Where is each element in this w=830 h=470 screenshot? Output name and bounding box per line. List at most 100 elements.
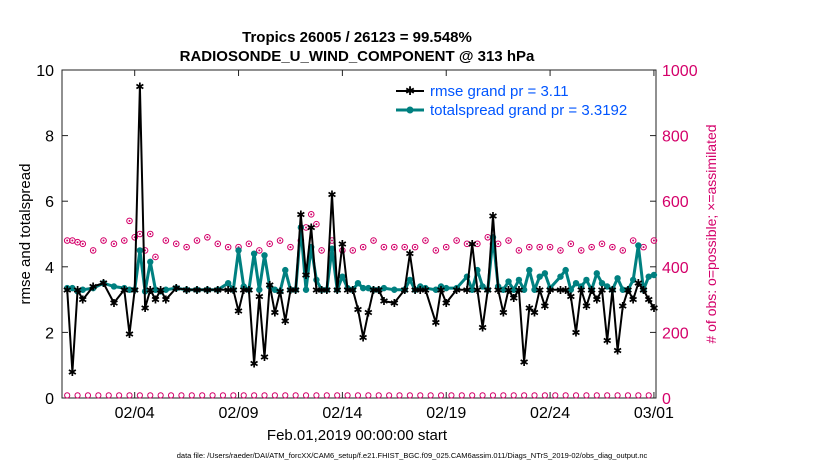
obs-possible-point [619, 247, 627, 254]
footnote: data file: /Users/raeder/DAI/ATM_forcXX/… [177, 451, 648, 460]
totalspread-point [583, 276, 590, 284]
obs-assimilated-point [126, 392, 133, 399]
rmse-point: ✱ [582, 301, 591, 313]
rmse-point: ✱ [603, 336, 612, 348]
obs-possible-point [100, 237, 107, 244]
rmse-point: ✱ [213, 285, 222, 297]
obs-possible-point-center [258, 249, 261, 252]
obs-assimilated-point [614, 392, 621, 399]
rmse-point: ✱ [301, 270, 310, 282]
obs-possible-point-center [393, 246, 396, 249]
obs-assimilated-point [479, 392, 486, 399]
obs-possible-point-center [507, 239, 510, 242]
obs-possible-point [391, 243, 398, 251]
rmse-point: ✱ [473, 285, 482, 297]
obs-possible-point [121, 237, 128, 244]
obs-possible-point-center [149, 233, 152, 235]
obs-assimilated-point [458, 392, 465, 399]
obs-possible-point-center [538, 246, 541, 249]
obs-possible-point [224, 243, 232, 251]
obs-assimilated-point [240, 392, 247, 399]
obs-assimilated-point [552, 392, 559, 399]
totalspread-point [380, 284, 388, 292]
totalspread-point [302, 286, 310, 293]
obs-assimilated-point [95, 392, 102, 399]
obs-possible-point [432, 247, 440, 254]
totalspread-point [406, 276, 414, 284]
totalspread-point [635, 242, 642, 249]
x-tick-label: 02/24 [530, 405, 570, 422]
rmse-point: ✱ [250, 359, 259, 371]
obs-possible-point [463, 240, 471, 248]
obs-assimilated-point [147, 392, 154, 399]
rmse-point: ✱ [307, 222, 316, 234]
rmse-point: ✱ [478, 322, 487, 334]
obs-possible-point-center [590, 246, 593, 249]
rmse-point: ✱ [499, 308, 508, 320]
totalspread-point [250, 250, 258, 257]
rmse-point: ✱ [281, 316, 290, 328]
rmse-point: ✱ [369, 285, 378, 297]
rmse-point: ✱ [63, 285, 72, 297]
rmse-point: ✱ [146, 285, 155, 297]
rmse-point: ✱ [73, 285, 82, 297]
obs-possible-point-center [601, 242, 603, 245]
obs-possible-point [152, 253, 159, 261]
obs-possible-point-center [424, 239, 427, 242]
obs-possible-point [79, 240, 87, 248]
obs-possible-point [588, 243, 595, 251]
x-tick-label: 03/01 [634, 405, 674, 422]
totalspread-point [162, 286, 170, 293]
obs-possible-point [146, 230, 154, 238]
totalspread-point [515, 276, 523, 284]
legend: ✱ rmse grand pr = 3.11 totalspread grand… [390, 78, 652, 122]
rmse-point: ✱ [172, 283, 181, 295]
obs-assimilated-point [188, 392, 195, 399]
obs-assimilated-point [178, 392, 185, 399]
obs-possible-point [266, 240, 273, 248]
totalspread-point [572, 280, 580, 287]
chart-marks: ✱✱✱✱✱ ✱✱✱✱✱✱✱✱✱✱✱✱ ✱ ✱ ✱ ✱ ✱✱✱✱✱✱✱✱✱✱✱✱✱✱✱✱✱✱✱… [63, 81, 659, 399]
obs-possible-point [474, 240, 481, 248]
rmse-point: ✱ [639, 285, 648, 297]
obs-possible-point [609, 243, 616, 251]
legend-rmse-label: rmse grand pr = 3.11 [430, 83, 569, 100]
totalspread-point [271, 286, 279, 293]
totalspread-point [437, 283, 445, 290]
obs-possible-point [380, 243, 388, 251]
chart-title-line1: Tropics 26005 / 26123 = 99.548% [242, 29, 472, 46]
obs-possible-point-center [632, 239, 635, 242]
rmse-point: ✱ [109, 298, 118, 310]
obs-possible-point [536, 243, 543, 251]
totalspread-point [619, 286, 626, 293]
obs-assimilated-point [271, 392, 278, 399]
totalspread-point [500, 286, 507, 293]
totalspread-point [256, 286, 263, 293]
obs-possible-point [422, 237, 429, 244]
obs-assimilated-point [510, 392, 517, 399]
rmse-point: ✱ [613, 345, 622, 357]
obs-possible-point [411, 243, 419, 251]
rmse-point: ✱ [255, 291, 264, 303]
obs-possible-point-center [123, 239, 126, 242]
obs-possible-point-center [466, 242, 468, 245]
totalspread-point [152, 286, 159, 293]
rmse-point: ✱ [400, 285, 409, 297]
obs-assimilated-point [448, 392, 455, 399]
rmse-point: ✱ [390, 298, 399, 310]
obs-possible-point [172, 240, 180, 248]
obs-possible-point-center [611, 246, 614, 249]
obs-assimilated-point [84, 392, 92, 399]
obs-assimilated-point [541, 392, 548, 399]
obs-assimilated-point [323, 392, 330, 399]
totalspread-point [365, 284, 372, 292]
obs-possible-point-center [455, 239, 458, 242]
obs-possible-point-center [559, 249, 562, 252]
rmse-point: ✱ [416, 285, 425, 297]
rmse-point: ✱ [514, 285, 523, 297]
rmse-point: ✱ [509, 293, 518, 305]
obs-possible-point-center [227, 246, 230, 249]
totalspread-point [432, 286, 440, 293]
obs-possible-point [131, 233, 138, 241]
